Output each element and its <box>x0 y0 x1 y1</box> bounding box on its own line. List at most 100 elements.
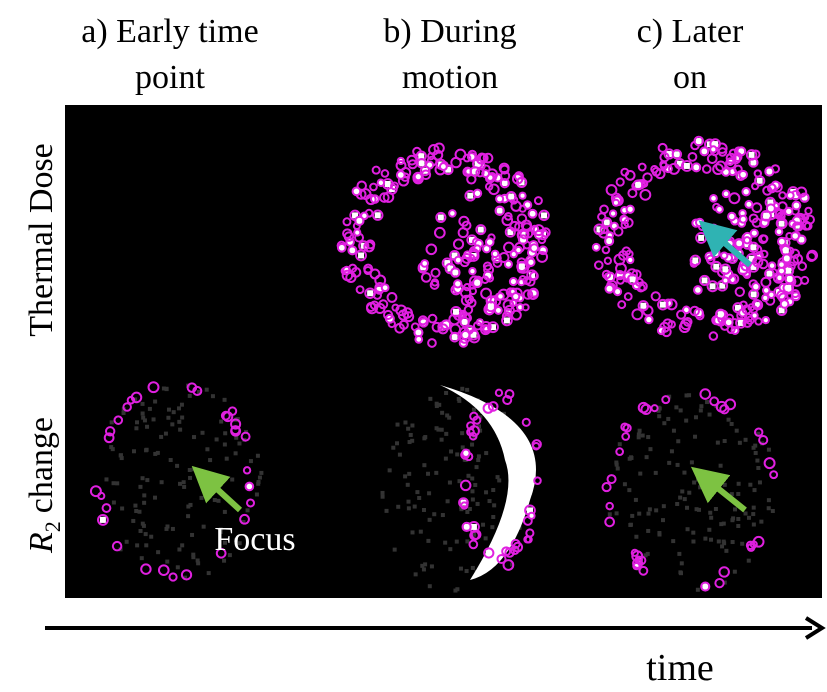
speckle <box>444 432 448 436</box>
speckle <box>440 438 444 442</box>
column-header: motion <box>402 59 498 96</box>
speckle <box>156 550 160 554</box>
speckle <box>657 414 661 418</box>
speckle <box>648 447 652 451</box>
speckle <box>180 543 184 547</box>
speckle <box>667 461 671 465</box>
figure: a) Early time point b) During motion c) … <box>0 0 827 692</box>
speckle <box>647 512 651 516</box>
speckle <box>432 512 436 516</box>
speckle <box>470 477 474 481</box>
speckle <box>444 457 448 461</box>
speckle <box>104 477 108 481</box>
speckle <box>475 465 479 469</box>
speckle <box>709 516 713 520</box>
speckle <box>693 435 697 439</box>
row-label-symbol: R <box>23 532 60 554</box>
speckle <box>201 431 205 435</box>
speckle <box>448 547 452 551</box>
speckle <box>618 442 622 446</box>
speckle <box>752 446 756 450</box>
speckle <box>678 570 682 574</box>
speckle <box>471 524 477 530</box>
speckle <box>460 387 464 391</box>
speckle <box>474 280 480 286</box>
speckle <box>685 393 689 397</box>
speckle <box>170 422 174 426</box>
speckle <box>177 547 181 551</box>
speckle <box>481 523 485 527</box>
speckle <box>367 290 373 296</box>
speckle <box>427 491 431 495</box>
speckle <box>465 569 469 573</box>
speckle <box>112 501 116 505</box>
speckle <box>381 495 385 499</box>
speckle <box>434 471 438 475</box>
speckle <box>616 467 620 471</box>
speckle <box>120 456 124 460</box>
speckle <box>207 571 211 575</box>
speckle <box>145 478 149 482</box>
speckle <box>125 540 129 544</box>
speckle <box>165 560 169 564</box>
speckle <box>768 205 774 211</box>
row-label-subscript: 2 <box>40 521 65 532</box>
speckle <box>627 488 631 492</box>
speckle <box>188 468 192 472</box>
speckle <box>141 402 145 406</box>
speckle <box>428 518 432 522</box>
axis-label: time <box>646 647 714 689</box>
column-header: c) Later <box>637 13 744 50</box>
speckle <box>766 271 772 277</box>
speckle <box>680 561 684 565</box>
speckle <box>683 497 687 501</box>
speckle <box>156 451 160 455</box>
speckle <box>756 466 760 470</box>
speckle <box>753 488 757 492</box>
speckle <box>744 438 748 442</box>
speckle <box>115 481 119 485</box>
speckle <box>478 227 484 233</box>
speckle <box>144 543 148 547</box>
speckle <box>133 504 137 508</box>
speckle <box>660 302 666 308</box>
speckle <box>141 411 145 415</box>
speckle <box>740 542 744 546</box>
speckle <box>687 491 691 495</box>
speckle <box>484 536 488 540</box>
speckle <box>186 505 190 509</box>
speckle <box>682 471 686 475</box>
speckle <box>453 309 459 315</box>
speckle <box>471 497 475 501</box>
speckle <box>388 468 392 472</box>
speckle <box>672 429 676 433</box>
speckle <box>396 505 400 509</box>
speckle <box>177 406 181 410</box>
speckle <box>484 490 488 494</box>
speckle <box>455 540 459 544</box>
speckle <box>438 214 444 220</box>
speckle <box>676 463 680 467</box>
speckle <box>135 420 139 424</box>
speckle <box>411 530 415 534</box>
speckle <box>470 489 474 493</box>
column-header: point <box>135 59 205 96</box>
speckle <box>441 513 445 517</box>
speckle <box>223 431 227 435</box>
speckle <box>634 498 638 502</box>
speckle <box>452 269 458 275</box>
speckle <box>723 483 727 487</box>
speckle <box>666 417 670 421</box>
speckle <box>755 459 759 463</box>
speckle <box>722 266 728 272</box>
speckle <box>159 435 163 439</box>
speckle <box>182 485 186 489</box>
speckle <box>255 492 259 496</box>
speckle <box>698 235 704 241</box>
speckle <box>751 291 757 297</box>
speckle <box>710 283 716 289</box>
speckle <box>615 511 619 515</box>
speckle <box>180 403 184 407</box>
speckle <box>615 463 619 467</box>
speckle <box>223 442 227 446</box>
